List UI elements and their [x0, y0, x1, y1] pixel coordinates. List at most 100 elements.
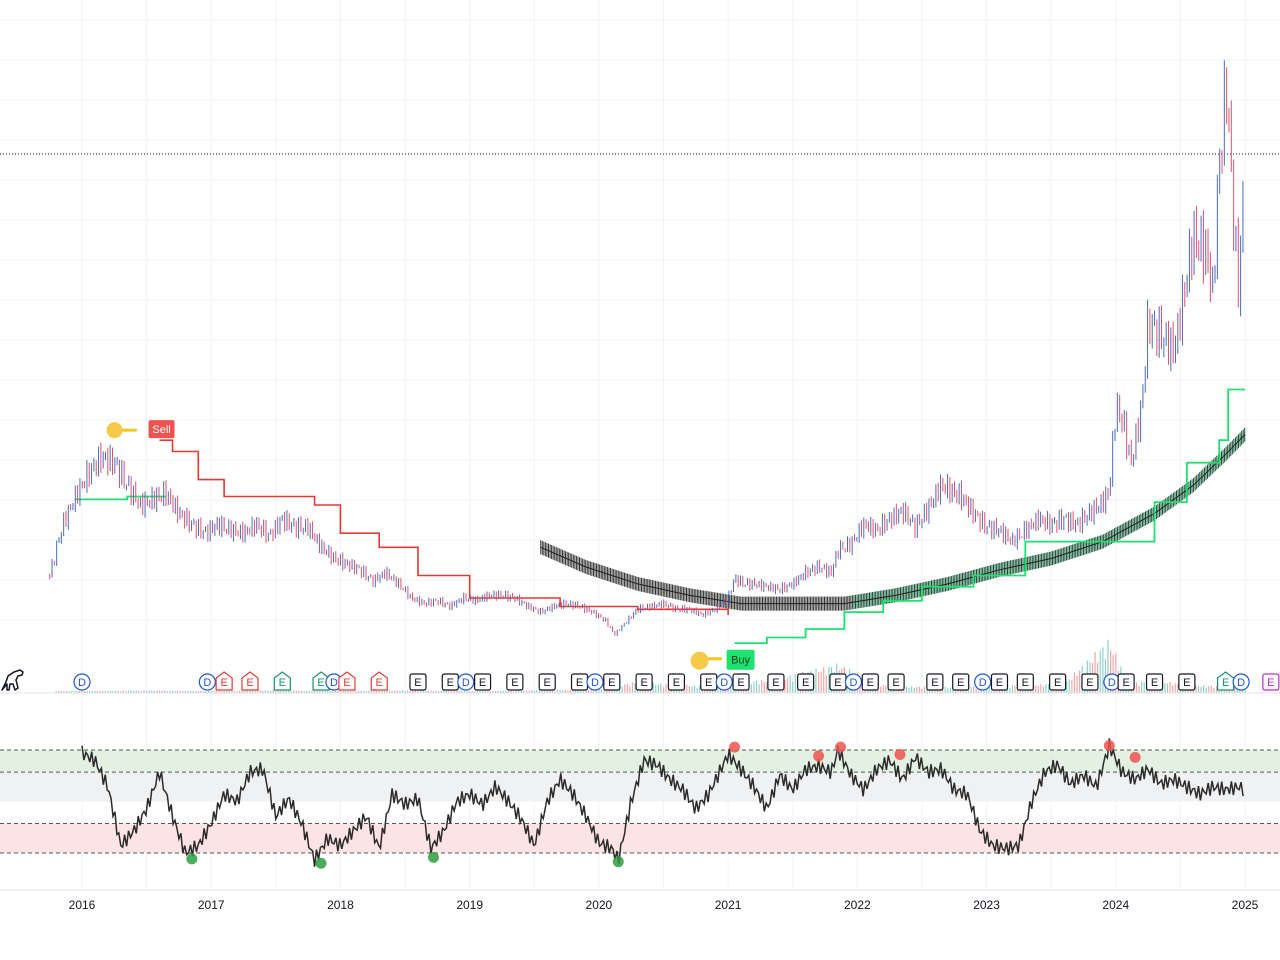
volume-bar [430, 690, 432, 693]
x-tick-label: 2018 [327, 898, 354, 912]
event-marker[interactable]: E [797, 673, 815, 691]
event-marker[interactable]: E [570, 673, 589, 691]
volume-bar [143, 690, 145, 693]
event-marker[interactable]: E [732, 673, 750, 691]
event-marker[interactable]: E [312, 671, 330, 691]
event-marker[interactable]: E [1016, 673, 1034, 691]
volume-bar [487, 691, 489, 693]
event-marker[interactable]: D [715, 673, 733, 691]
volume-bar [908, 687, 910, 693]
volume-bar [120, 691, 122, 693]
event-marker[interactable]: E [990, 673, 1009, 691]
oversold-marker [612, 856, 624, 868]
volume-bar [236, 691, 238, 693]
volume-bar [223, 690, 225, 693]
event-marker[interactable]: D [198, 673, 216, 691]
moving-average-band [540, 427, 1246, 611]
event-marker[interactable]: E [506, 673, 524, 691]
event-marker[interactable]: D [1103, 673, 1121, 691]
event-marker[interactable]: D [457, 673, 475, 691]
event-marker[interactable]: E [215, 671, 233, 691]
volume-bar [114, 690, 117, 693]
volume-bar [973, 686, 975, 693]
event-marker[interactable]: E [473, 673, 492, 691]
event-marker-label: E [802, 677, 809, 689]
event-marker-label: D [591, 677, 599, 689]
event-marker[interactable]: E [1145, 673, 1164, 691]
event-marker[interactable]: E [441, 673, 459, 691]
event-marker-label: E [279, 677, 286, 689]
volume-bar [593, 689, 595, 693]
volume-bar [944, 686, 946, 693]
volume-bar [197, 690, 199, 693]
volume-bar [443, 690, 445, 693]
event-marker[interactable]: E [926, 673, 944, 691]
buy-signal: Buy [690, 649, 755, 670]
event-marker[interactable]: D [73, 673, 91, 691]
dividend-marker [974, 673, 992, 691]
volume-bar [316, 691, 318, 693]
volume-bar [758, 684, 760, 693]
event-marker[interactable]: E [273, 671, 291, 691]
volume-bar [518, 690, 520, 693]
volume-bar [456, 690, 458, 693]
event-marker[interactable]: E [1262, 673, 1280, 691]
event-marker[interactable]: E [538, 673, 556, 691]
event-marker[interactable]: E [1081, 673, 1099, 691]
event-marker[interactable]: E [409, 673, 427, 691]
event-marker[interactable]: E [370, 671, 388, 691]
event-marker[interactable]: E [767, 673, 785, 691]
x-tick-label: 2021 [715, 898, 742, 912]
volume-bar [660, 683, 662, 693]
event-marker-label: D [330, 677, 338, 689]
earnings-marker [370, 671, 388, 691]
volume-bar [528, 690, 530, 693]
event-marker[interactable]: E [700, 673, 718, 691]
volume-bar [135, 690, 137, 693]
lower-band-line [734, 388, 1245, 644]
volume-bar [766, 681, 768, 693]
event-marker[interactable]: E [1049, 673, 1067, 691]
event-marker[interactable]: E [603, 673, 621, 691]
volume-bar [350, 691, 352, 693]
event-marker[interactable]: E [1117, 673, 1135, 691]
earnings-marker [797, 673, 815, 691]
event-marker[interactable]: E [887, 673, 905, 691]
event-marker[interactable]: D [1232, 673, 1250, 691]
volume-bar [285, 690, 287, 693]
volume-bar [466, 691, 468, 693]
volume-bar [750, 684, 752, 693]
volume-bar [1045, 684, 1047, 693]
event-marker[interactable]: E [829, 673, 847, 691]
oversold-marker [186, 853, 198, 865]
volume-bar [282, 691, 285, 693]
event-marker[interactable]: E [861, 673, 879, 691]
event-marker[interactable]: E [1217, 671, 1235, 691]
event-marker-label: E [640, 677, 647, 689]
volume-bar [1040, 683, 1042, 693]
event-marker[interactable]: E [667, 673, 686, 691]
volume-bar [784, 680, 786, 693]
event-marker[interactable]: D [974, 673, 992, 691]
time-axis[interactable]: 2016 2017 2018 2019 2020 2021 2022 2023 2024 2025 [69, 898, 1259, 912]
volume-bar [820, 671, 822, 693]
volume-bar [412, 691, 414, 693]
earnings-marker [338, 671, 356, 691]
event-marker[interactable]: D [586, 673, 604, 691]
volume-bar [942, 688, 944, 693]
volume-bar [988, 687, 990, 693]
event-marker[interactable]: E [241, 671, 259, 691]
volume-bar [1208, 686, 1210, 693]
event-marker[interactable]: E [952, 673, 970, 691]
event-marker[interactable]: E [338, 671, 356, 691]
event-marker[interactable]: E [1178, 673, 1196, 691]
volume-bar [828, 666, 830, 693]
volume-bar [104, 690, 106, 693]
volume-bar [761, 679, 763, 693]
event-marker[interactable]: D [844, 673, 863, 691]
volume-bar [631, 682, 634, 693]
lower-band-line [75, 495, 166, 501]
event-marker[interactable]: E [635, 673, 653, 691]
volume-bar [538, 690, 541, 693]
